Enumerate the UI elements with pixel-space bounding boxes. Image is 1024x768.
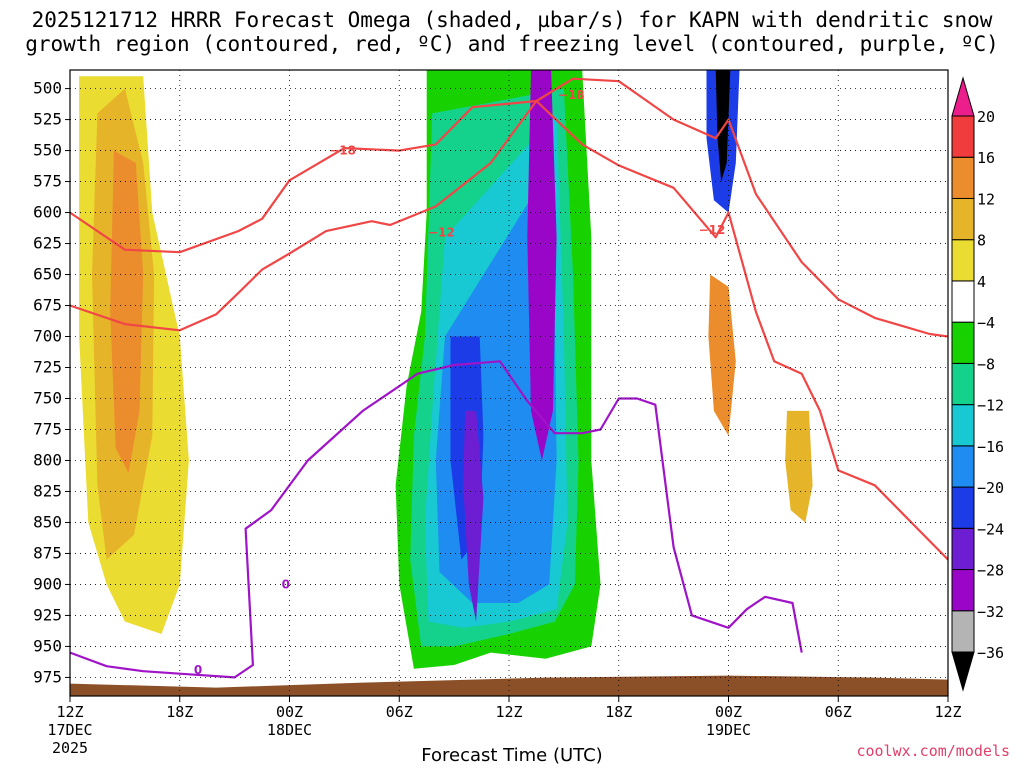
contour-label-0: −18 xyxy=(329,144,356,158)
xtick-label-36: 00Z xyxy=(715,703,742,721)
colorbar-top-arrow xyxy=(951,76,975,117)
ytick-label-525: 525 xyxy=(33,110,62,129)
ytick-label-800: 800 xyxy=(33,450,62,469)
colorbar-bin-1 xyxy=(951,610,975,653)
ytick-label-925: 925 xyxy=(33,605,62,624)
contour-label-5: 0 xyxy=(194,663,202,677)
colorbar-label-3: 8 xyxy=(977,232,986,250)
colorbar-label-2: 12 xyxy=(977,190,995,208)
colorbar-bin-9 xyxy=(951,280,975,323)
ytick-label-975: 975 xyxy=(33,667,62,686)
colorbar: 20 16 12 8 4 −4 −8 −12 −16 −20 −24 −28 −32 −36 xyxy=(951,76,1004,692)
ytick-label-950: 950 xyxy=(33,636,62,655)
xtick-date-0: 17DEC xyxy=(47,721,92,739)
colorbar-label-8: −16 xyxy=(977,438,1004,456)
colorbar-label-0: 20 xyxy=(977,108,995,126)
ytick-label-600: 600 xyxy=(33,203,62,222)
ytick-label-700: 700 xyxy=(33,327,62,346)
xtick-year-0: 2025 xyxy=(52,739,88,757)
colorbar-label-4: 4 xyxy=(977,273,986,291)
contour-dendritic-growth-lower-12C xyxy=(70,99,948,561)
xtick-label-0: 12Z xyxy=(56,703,83,721)
xtick-date-36: 19DEC xyxy=(706,721,751,739)
xtick-label-6: 18Z xyxy=(166,703,193,721)
contour-label-1: −18 xyxy=(558,88,585,102)
ytick-label-575: 575 xyxy=(33,172,62,191)
xtick-label-30: 18Z xyxy=(605,703,632,721)
contour-label-3: −12 xyxy=(699,223,726,237)
x-axis-label: Forecast Time (UTC) xyxy=(421,745,603,766)
colorbar-bin-12 xyxy=(951,156,975,199)
ytick-label-775: 775 xyxy=(33,419,62,438)
axes-layer: 500 525 550 575 600 625 650 675 700 725 750 775 800 8… xyxy=(33,69,962,757)
ytick-label-650: 650 xyxy=(33,265,62,284)
ytick-label-625: 625 xyxy=(33,234,62,253)
xtick-label-24: 12Z xyxy=(495,703,522,721)
colorbar-bin-5 xyxy=(951,445,975,488)
ytick-label-550: 550 xyxy=(33,141,62,160)
colorbar-label-12: −32 xyxy=(977,603,1004,621)
colorbar-bin-2 xyxy=(951,569,975,612)
shaded-region-upward-motion-peak-left xyxy=(110,150,144,473)
colorbar-label-1: 16 xyxy=(977,149,995,167)
colorbar-bottom-arrow xyxy=(951,651,975,692)
credit-link[interactable]: coolwx.com/models xyxy=(856,742,1010,760)
shaded-region-upward-motion-small-right-2 xyxy=(785,410,813,523)
colorbar-label-5: −4 xyxy=(977,314,995,332)
shaded-region-downward-motion-mid-column xyxy=(527,70,557,461)
omega-shading-layer xyxy=(79,70,813,669)
colorbar-label-10: −24 xyxy=(977,520,1004,538)
colorbar-bin-10 xyxy=(951,239,975,282)
ytick-label-500: 500 xyxy=(33,79,62,98)
chart-title-line1: 2025121712 HRRR Forecast Omega (shaded, … xyxy=(31,8,993,32)
contour-label-2: −12 xyxy=(428,225,455,239)
ytick-label-725: 725 xyxy=(33,358,62,377)
ytick-label-750: 750 xyxy=(33,388,62,407)
xtick-label-48: 12Z xyxy=(934,703,961,721)
ytick-label-900: 900 xyxy=(33,574,62,593)
ytick-label-875: 875 xyxy=(33,543,62,562)
xtick-label-12: 00Z xyxy=(276,703,303,721)
chart-title-line2: growth region (contoured, red, ºC) and f… xyxy=(25,32,999,56)
ytick-label-675: 675 xyxy=(33,296,62,315)
colorbar-label-11: −28 xyxy=(977,562,1004,580)
colorbar-bin-7 xyxy=(951,362,975,406)
contour-dendritic-growth-upper-18C xyxy=(70,77,948,338)
xtick-label-42: 06Z xyxy=(825,703,852,721)
colorbar-bin-11 xyxy=(951,197,975,241)
xtick-label-18: 06Z xyxy=(386,703,413,721)
colorbar-bin-8 xyxy=(951,321,975,364)
xtick-date-12: 18DEC xyxy=(267,721,312,739)
colorbar-bin-4 xyxy=(951,486,975,529)
ytick-label-850: 850 xyxy=(33,512,62,531)
colorbar-bin-13 xyxy=(951,115,975,158)
colorbar-label-7: −12 xyxy=(977,397,1004,415)
colorbar-bin-3 xyxy=(951,527,975,571)
ytick-label-825: 825 xyxy=(33,481,62,500)
colorbar-label-13: −36 xyxy=(977,644,1004,662)
colorbar-label-6: −8 xyxy=(977,355,995,373)
colorbar-bin-6 xyxy=(951,404,975,447)
contour-freezing-level-0C xyxy=(70,360,803,679)
shaded-region-downward-motion-main-purple xyxy=(463,410,484,622)
colorbar-label-9: −20 xyxy=(977,479,1004,497)
shaded-region-upward-motion-small-right xyxy=(708,274,736,436)
